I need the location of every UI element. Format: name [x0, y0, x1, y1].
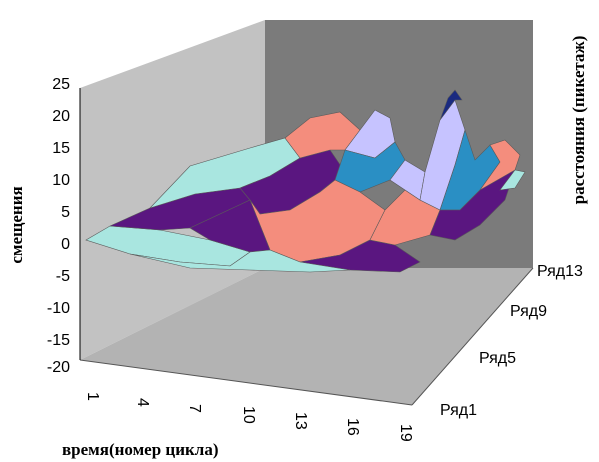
y-axis-title: смещения	[7, 186, 26, 263]
x-tick-label: 16	[344, 418, 361, 436]
x-tick-label: 7	[186, 404, 203, 413]
z-tick-label: Ряд13	[537, 263, 583, 280]
y-tick-label: 10	[52, 172, 70, 189]
y-tick-label: 15	[52, 140, 70, 157]
y-tick-labels: 25 20 15 10 5 0 -5 -10 -15 -20	[47, 76, 70, 376]
x-tick-label: 13	[292, 412, 309, 430]
surface-patch	[439, 89, 463, 121]
surface-patch	[499, 169, 526, 191]
y-tick-label: -10	[47, 300, 70, 317]
y-tick-label: 5	[61, 204, 70, 221]
x-tick-label: 19	[397, 424, 414, 442]
surface-patch	[129, 249, 351, 273]
y-tick-label: -5	[56, 268, 70, 285]
z-tick-label: Ряд5	[479, 350, 516, 367]
z-tick-label: Ряд9	[510, 303, 547, 320]
y-tick-label: 25	[52, 76, 70, 93]
floor	[80, 268, 533, 405]
x-tick-labels: 1 4 7 10 13 16 19	[84, 392, 414, 442]
x-axis-title: время(номер цикла)	[62, 440, 219, 459]
y-tick-label: -20	[47, 359, 70, 376]
wall-edge	[411, 267, 534, 406]
x-tick-label: 10	[240, 406, 257, 424]
z-axis-title: расстояния (пикетаж)	[569, 36, 588, 205]
y-tick-label: 0	[61, 236, 70, 253]
z-tick-labels: Ряд1 Ряд5 Ряд9 Ряд13	[440, 263, 583, 419]
x-tick-label: 4	[134, 398, 151, 407]
z-tick-label: Ряд1	[440, 402, 477, 419]
x-tick-label: 1	[84, 392, 101, 401]
wall-edge	[79, 359, 413, 406]
surface	[85, 89, 526, 273]
surface-patch	[299, 239, 421, 273]
y-tick-label: -15	[47, 332, 70, 349]
y-tick-label: 20	[52, 108, 70, 125]
